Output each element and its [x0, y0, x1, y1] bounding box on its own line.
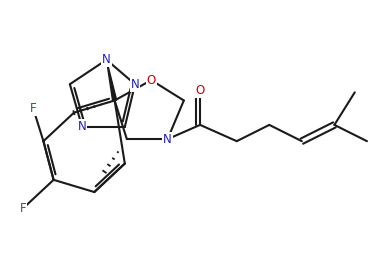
- Text: O: O: [147, 74, 156, 87]
- Text: F: F: [30, 102, 36, 115]
- Text: N: N: [78, 121, 87, 133]
- Text: N: N: [131, 78, 139, 91]
- Polygon shape: [106, 60, 117, 101]
- Text: F: F: [20, 202, 26, 215]
- Text: N: N: [102, 53, 111, 66]
- Text: N: N: [163, 133, 172, 146]
- Text: O: O: [196, 84, 205, 97]
